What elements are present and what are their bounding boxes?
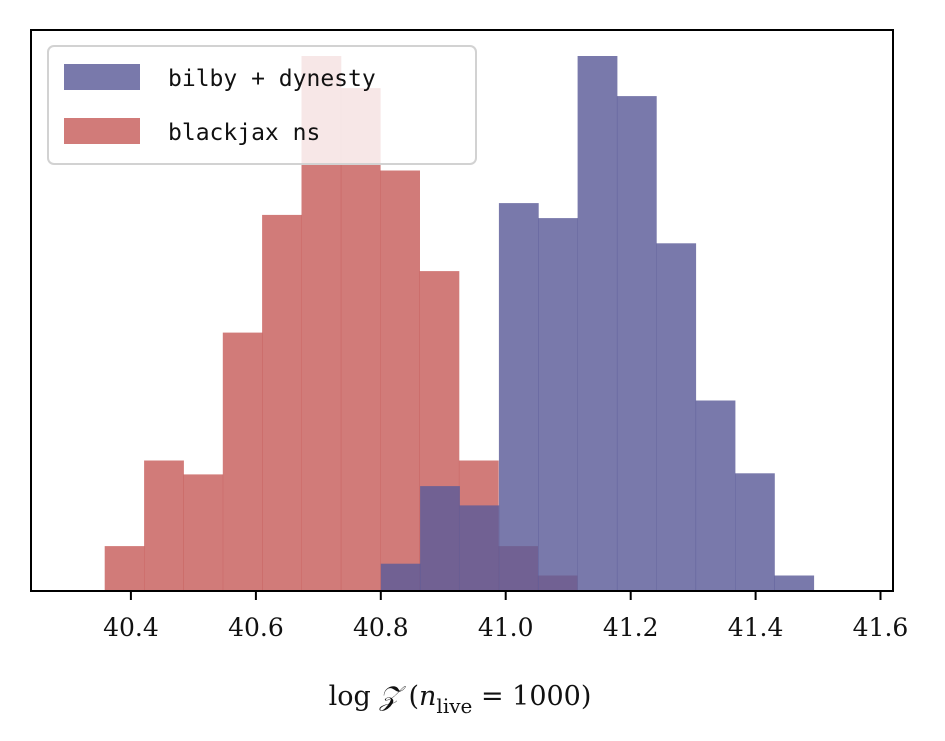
legend-swatch-blackjax bbox=[64, 118, 140, 144]
blackjax-bar-0 bbox=[104, 546, 145, 591]
x-tick-label: 41.6 bbox=[853, 613, 909, 642]
bilby-bar-10 bbox=[774, 575, 815, 591]
x-axis-label-sub: live bbox=[436, 694, 472, 718]
x-tick-label: 40.8 bbox=[353, 613, 409, 642]
bilby-bar-7 bbox=[656, 243, 697, 592]
legend: bilby + dynesty blackjax ns bbox=[47, 45, 477, 165]
x-axis-label: log 𝒵 (nlive = 1000) bbox=[329, 681, 592, 718]
x-axis-label-prefix: log bbox=[329, 681, 380, 712]
legend-label-bilby: bilby + dynesty bbox=[168, 66, 376, 92]
bilby-bar-2 bbox=[459, 505, 500, 591]
x-axis-label-n: n bbox=[419, 681, 436, 712]
x-tick-label: 41.0 bbox=[478, 613, 534, 642]
x-axis: 40.4 40.6 40.8 41.0 41.2 41.4 41.6 bbox=[103, 591, 908, 642]
blackjax-bar-1 bbox=[144, 460, 184, 591]
bilby-bar-0 bbox=[380, 563, 421, 591]
histogram-bars bbox=[104, 56, 815, 592]
plot-frame bbox=[30, 29, 894, 592]
blackjax-bar-2 bbox=[183, 474, 224, 591]
bilby-bar-1 bbox=[420, 486, 460, 591]
blackjax-bar-7 bbox=[380, 170, 420, 591]
x-tick-label: 41.2 bbox=[603, 613, 659, 642]
bilby-bar-4 bbox=[538, 218, 578, 591]
x-tick-label: 40.6 bbox=[228, 613, 284, 642]
bilby-bar-3 bbox=[498, 203, 539, 591]
legend-swatch-bilby bbox=[64, 64, 140, 90]
x-axis-label-open: ( bbox=[400, 681, 419, 712]
x-tick-label: 41.4 bbox=[728, 613, 784, 642]
legend-box bbox=[47, 45, 477, 165]
bilby-bar-5 bbox=[577, 56, 618, 591]
bilby-bar-9 bbox=[735, 473, 775, 591]
bilby-bar-8 bbox=[695, 400, 736, 591]
blackjax-bar-3 bbox=[222, 332, 263, 591]
bilby-bar-6 bbox=[616, 96, 657, 591]
x-tick-label: 40.4 bbox=[103, 613, 159, 642]
x-axis-label-eq: = 1000) bbox=[472, 681, 591, 712]
blackjax-bar-4 bbox=[262, 214, 302, 591]
blackjax-bar-6 bbox=[340, 88, 381, 591]
legend-label-blackjax: blackjax ns bbox=[168, 120, 320, 146]
